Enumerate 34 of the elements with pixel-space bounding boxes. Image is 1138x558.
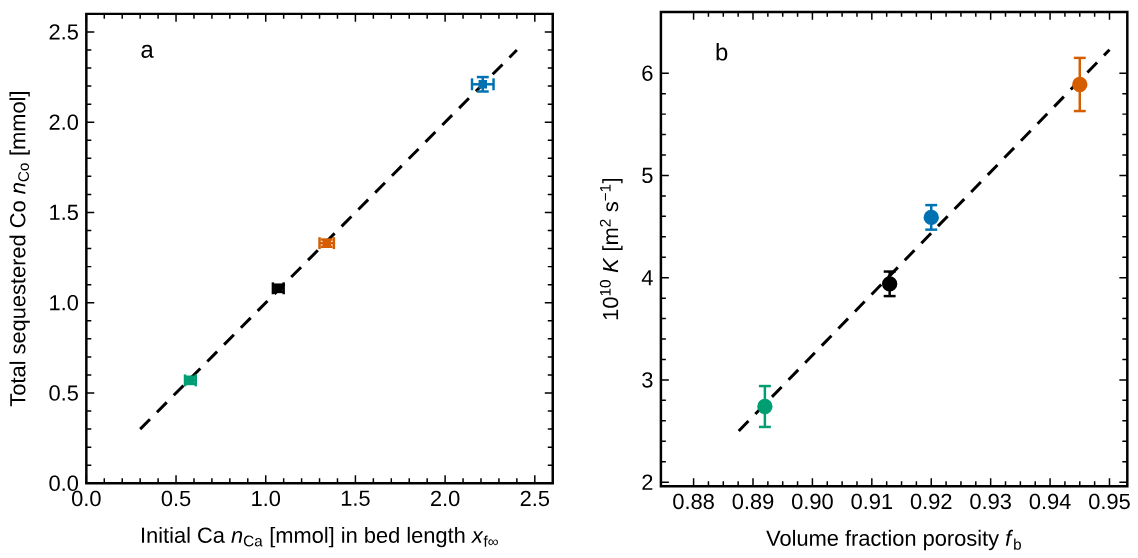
point	[881, 276, 898, 292]
y-axis-title: 10$^{10}$ K [m$^{2}$ s$^{−1}$]	[599, 179, 623, 320]
y-tick-label: 2.0	[49, 114, 79, 131]
y-axis-title: Total sequestered Co n$_{Co}$ [mmol]	[9, 92, 30, 407]
x-tick-label: 0.94	[1029, 493, 1071, 510]
y-tick-label: 5	[642, 168, 653, 184]
annotation: b	[716, 43, 728, 61]
x-tick-label: 1.0	[252, 490, 281, 507]
y-tick-label: 6	[642, 65, 653, 82]
x-tick-label: 1.5	[341, 490, 370, 507]
x-tick-label: 2.5	[520, 490, 550, 507]
x-tick-label: 0.91	[851, 493, 893, 510]
y-tick-label: 3	[642, 372, 653, 388]
y-tick-label: 4	[641, 270, 653, 286]
x-tick-label: 0.90	[792, 493, 833, 510]
x-tick-label: 0.88	[673, 493, 714, 510]
y-tick-label: 1.5	[50, 205, 78, 221]
y-tick-label: 1.0	[50, 295, 79, 311]
x-axis-title: Initial Ca n$_{Ca}$ [mmol] in bed length x$_{f∞}$	[142, 527, 498, 548]
y-tick-label: 2	[642, 474, 653, 491]
y-tick-label: 0.5	[49, 385, 78, 401]
annotation: a	[141, 45, 154, 59]
y-tick-label: 2.5	[49, 24, 78, 40]
x-tick-label: 0.89	[732, 493, 774, 510]
x-tick-label: 0.95	[1089, 493, 1130, 510]
x-tick-label: 0.5	[161, 490, 191, 507]
point	[1072, 77, 1088, 93]
x-tick-label: 0.92	[910, 493, 952, 510]
x-tick-label: 0.0	[72, 490, 101, 507]
point	[923, 209, 939, 226]
x-axis-title: Volume fraction porosity f$_{b}$	[766, 530, 1021, 551]
x-tick-label: 0.93	[970, 493, 1011, 510]
point	[757, 399, 773, 415]
x-tick-label: 2.0	[431, 490, 460, 507]
